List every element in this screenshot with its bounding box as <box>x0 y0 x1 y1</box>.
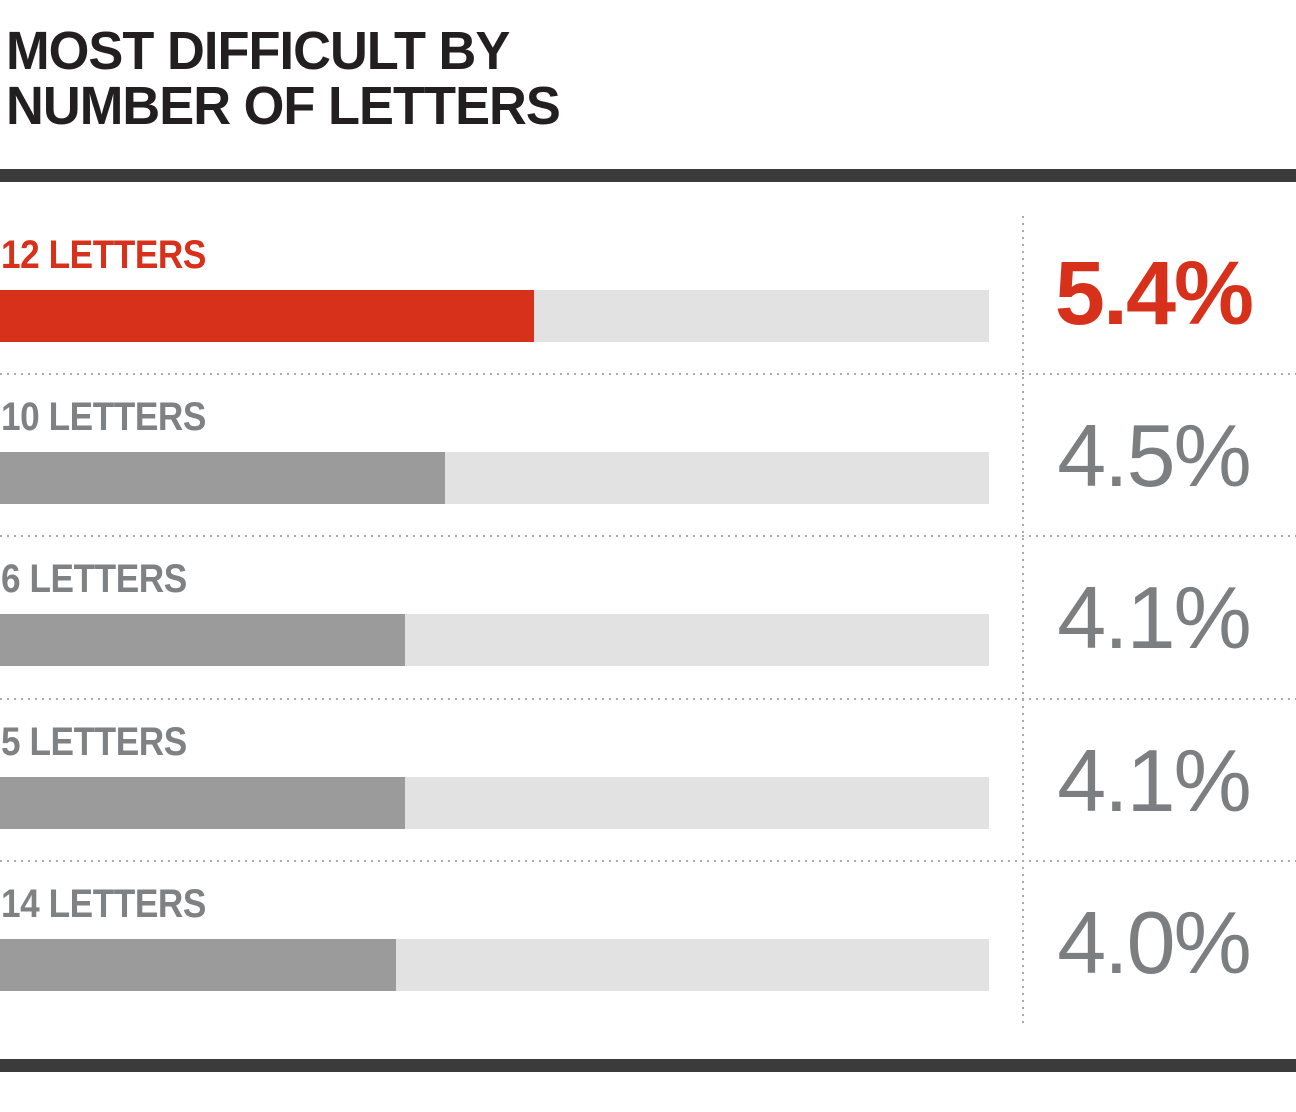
bar-fill <box>0 614 406 667</box>
value-label: 4.1% <box>1057 730 1252 830</box>
bar-row-5-letters: 5 LETTERS 4.1% <box>0 700 1296 862</box>
bar-fill <box>0 776 406 829</box>
row-divider-dotted-line <box>0 373 1296 376</box>
value-cell: 4.5% <box>1023 375 1296 537</box>
value-cell: 4.0% <box>1023 862 1296 1024</box>
bar-row-6-letters: 6 LETTERS 4.1% <box>0 537 1296 700</box>
bar-row-12-letters: 12 LETTERS 5.4% <box>0 213 1296 376</box>
bar-track <box>0 938 989 991</box>
bar-label: 5 LETTERS <box>1 719 187 764</box>
bar-fill <box>0 452 446 505</box>
row-divider-dotted-line <box>0 535 1296 538</box>
bar-label: 6 LETTERS <box>1 557 187 602</box>
chart-title-line-1: MOST DIFFICULT BY <box>6 21 510 81</box>
bar-track <box>0 776 989 829</box>
bar-label: 14 LETTERS <box>1 881 206 926</box>
bar-row-14-letters: 14 LETTERS 4.0% <box>0 862 1296 1024</box>
value-cell: 4.1% <box>1023 700 1296 862</box>
bar-row-10-letters: 10 LETTERS 4.5% <box>0 375 1296 538</box>
row-divider-dotted-line <box>0 859 1296 862</box>
bar-track <box>0 452 989 505</box>
value-column-divider-dotted-line <box>1022 216 1024 1024</box>
chart-title-line-2: NUMBER OF LETTERS <box>6 76 561 136</box>
bar-track <box>0 290 989 342</box>
top-rule <box>0 169 1296 182</box>
row-divider-dotted-line <box>0 697 1296 700</box>
bottom-rule <box>0 1059 1296 1072</box>
value-cell: 5.4% <box>1023 213 1296 375</box>
value-cell: 4.1% <box>1023 537 1296 699</box>
chart-title: MOST DIFFICULT BY NUMBER OF LETTERS <box>6 21 561 136</box>
bar-chart: 12 LETTERS 5.4% 10 LETTERS 4.5% 6 LETTER… <box>0 213 1296 1024</box>
bar-track <box>0 614 989 667</box>
value-label: 4.0% <box>1057 892 1252 992</box>
bar-fill <box>0 938 396 991</box>
bar-fill <box>0 290 535 342</box>
value-label: 4.5% <box>1057 406 1252 506</box>
value-label: 5.4% <box>1054 243 1254 344</box>
bar-label: 12 LETTERS <box>1 233 206 277</box>
bar-label: 10 LETTERS <box>1 395 206 440</box>
value-label: 4.1% <box>1057 568 1252 668</box>
